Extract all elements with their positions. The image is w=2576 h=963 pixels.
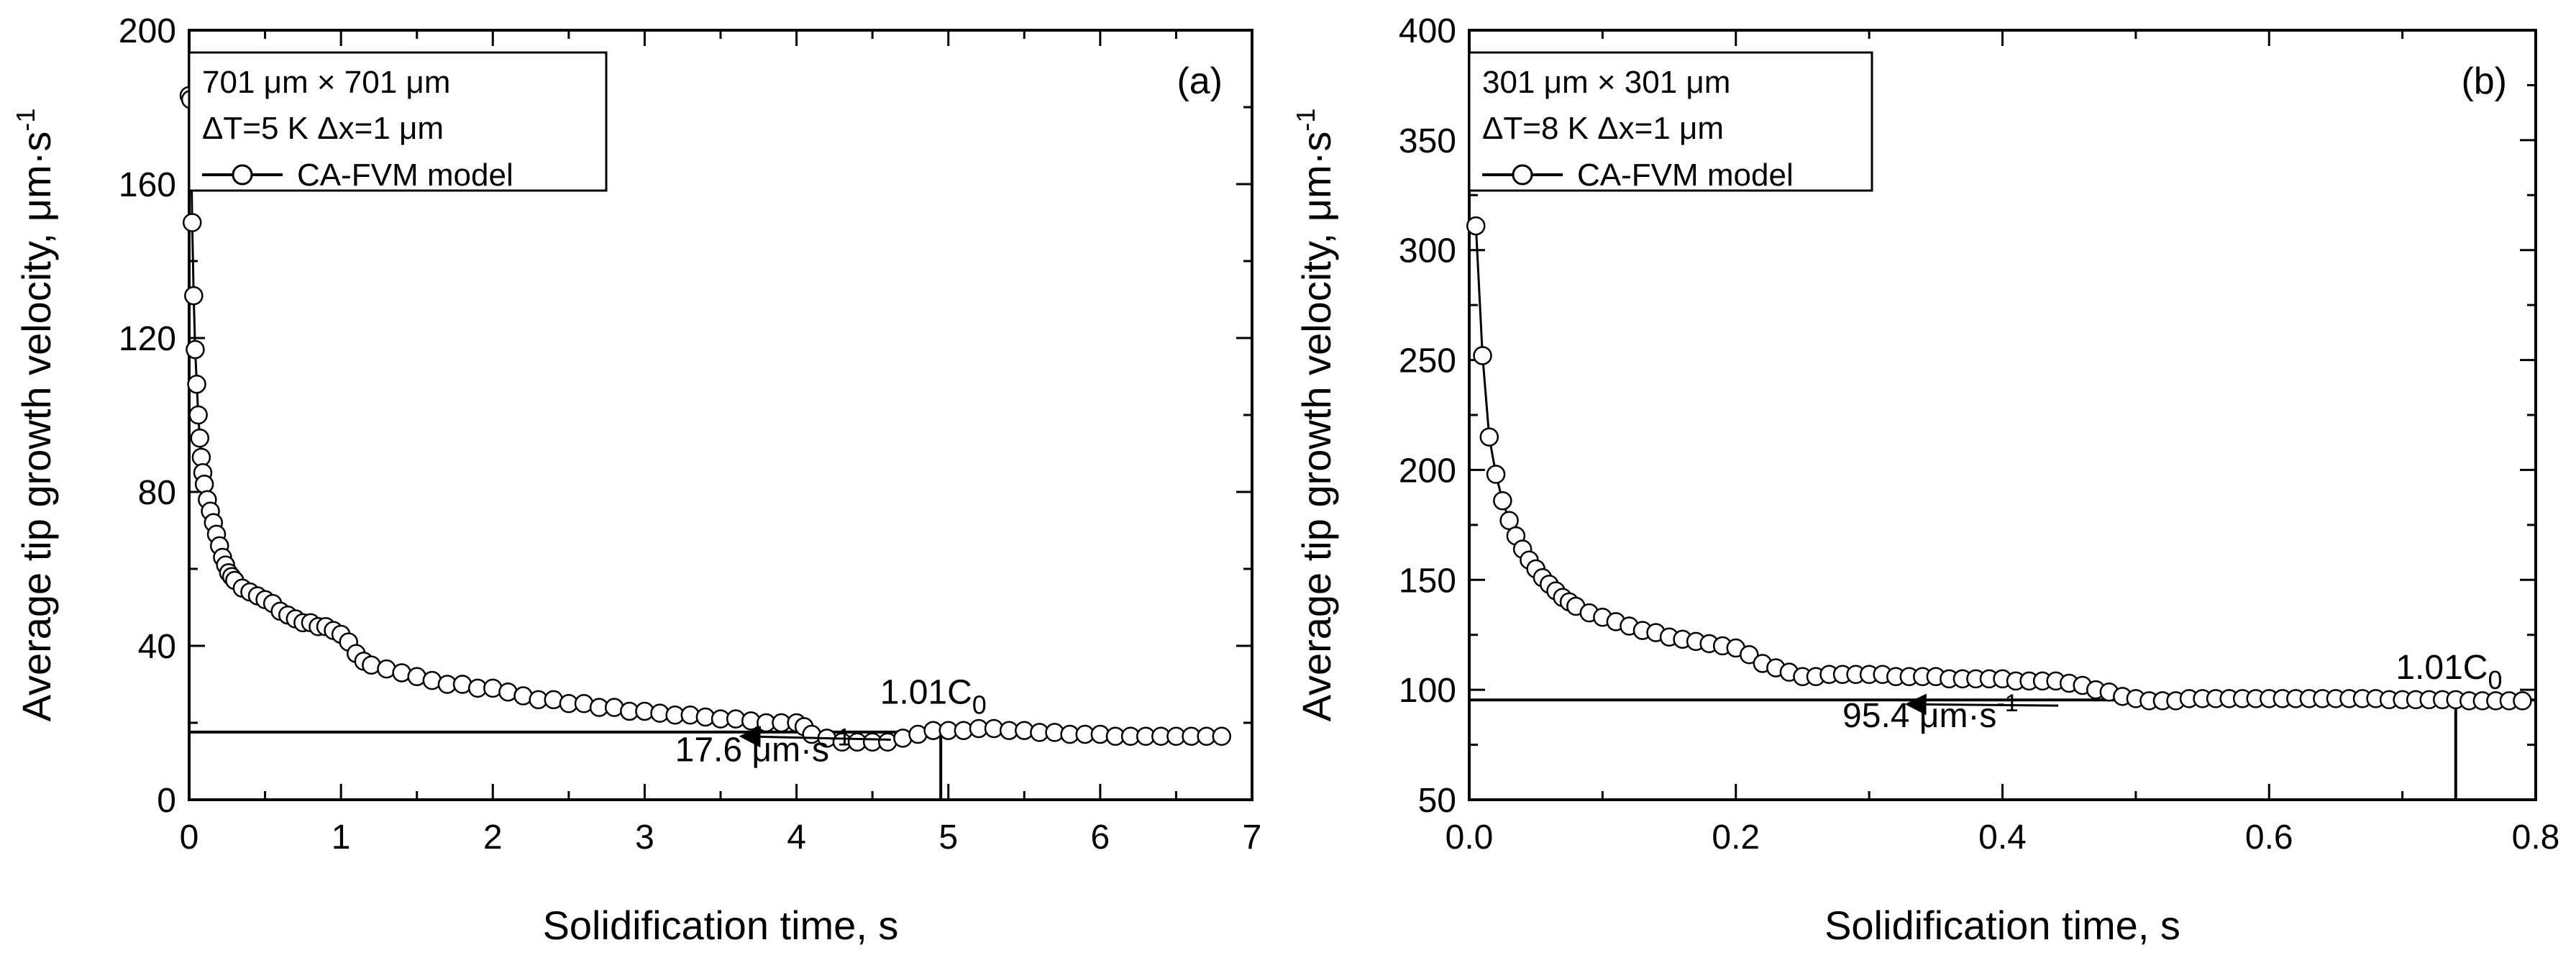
panel-b-annotation-sub: 0 [2488,665,2502,695]
panel-b-x-axis-title: Solidification time, s [1824,903,2180,948]
panel-a-y-tick-label: 80 [138,474,176,512]
panel-a-x-tick-label: 1 [332,818,351,857]
panel-a-data-point [188,405,208,425]
panel-a-legend-line: 701 μm × 701 μm [202,65,450,100]
panel-a-x-tick-label: 6 [1091,818,1110,857]
panel-b-data-point [1740,644,1759,665]
panel-a-x-tick-label: 7 [1243,818,1262,857]
panel-a-y-tick-label: 0 [157,782,176,820]
panel-b-y-tick-label: 400 [1399,12,1456,50]
panel-a-data-point [186,339,205,360]
panel-a-y-axis-title-sup: -1 [11,109,40,132]
panel-a-annotation-sub: 0 [972,690,987,719]
panel-b-y-tick-label: 200 [1399,452,1456,490]
panel-b-label: (b) [2461,60,2507,102]
panel-a-data-point [184,286,204,306]
panel-a-y-tick-label: 160 [119,166,176,204]
panel-b-legend-line: 301 μm × 301 μm [1482,65,1730,100]
panel-b-data-point [1486,465,1506,484]
panel-b-y-tick-label: 300 [1399,232,1456,270]
panel-b-legend-box [1468,51,1873,192]
panel-b-legend-series-label: CA-FVM model [1577,158,1794,193]
panel-b-x-tick-label: 0.0 [1445,818,1494,857]
panel-b-data-point [2513,691,2532,711]
panel-b-legend-line: ΔT=8 K Δx=1 μm [1482,111,1724,146]
panel-b-annotation-sup: -1 [1996,690,2018,717]
panel-a-data-point [194,475,214,494]
panel-b-y-axis-title-sup: -1 [1291,109,1320,132]
panel-a-annotation-arrow [739,726,891,748]
panel-b-x-tick-label: 0.2 [1712,818,1760,857]
panel-a-label: (a) [1177,60,1223,102]
panel-b-x-tick-label: 0.4 [1978,818,2027,857]
panel-b-y-tick-label: 250 [1399,342,1456,380]
panel-a-x-axis-title: Solidification time, s [543,903,899,948]
panel-a-y-axis-title: Average tip growth velocity, μm·s-1 [11,109,59,722]
panel-a-data-point [1212,726,1232,746]
panel-b-y-tick-label: 350 [1399,122,1456,160]
panel-b-y-tick-label: 150 [1399,562,1456,600]
panel-a-annotation: 17.6 μm·s-1 [675,724,851,770]
panel-b-chart: 0.0 0.2 0.4 0.6 0.8 50 100 150 200 250 300 350 400 So… [1291,12,2559,948]
panel-a-x-tick-label: 2 [483,818,503,857]
panel-a-legend-swatch-marker [232,164,253,186]
panel-b-y-tick-label: 100 [1399,672,1456,710]
panel-a-chart: 0 1 2 3 4 5 6 7 0 40 80 120 160 200 Solidification tim… [11,12,1261,948]
panel-a-data-point [182,213,202,232]
panel-b-x-tick-label: 0.6 [2245,818,2293,857]
panel-b-y-tick-label: 50 [1418,782,1456,820]
panel-a-data-point [187,374,206,394]
panel-a-annotation: 1.01C0 [880,673,987,719]
panel-b-annotation: 1.01C0 [2395,649,2502,695]
panel-b-legend-swatch-marker [1512,164,1533,186]
panel-a-x-tick-label: 0 [180,818,199,857]
panel-a-legend-series-label: CA-FVM model [297,158,513,193]
panel-a-y-tick-label: 40 [138,628,176,666]
panel-a-x-tick-label: 4 [787,818,806,857]
panel-b-data-point [1493,490,1512,511]
panel-a-y-tick-label: 200 [119,12,176,50]
panel-b-annotation: 95.4 μm·s-1 [1842,690,2019,735]
panel-a-legend-box [188,51,608,192]
panel-b-data-point [1466,216,1486,236]
panel-a-data-point [190,428,210,448]
panel-a-y-tick-label: 120 [119,320,176,358]
panel-b-y-axis-title: Average tip growth velocity, μm·s-1 [1291,109,1339,722]
panel-a-x-tick-label: 3 [635,818,654,857]
panel-a-x-tick-label: 5 [938,818,958,857]
panel-a-legend-line: ΔT=5 K Δx=1 μm [202,111,444,146]
panel-b-data-point [1473,346,1492,365]
panel-b-annotation-arrow [1904,693,2059,716]
panel-b-x-tick-label: 0.8 [2512,818,2560,857]
panel-b-data-point [1479,427,1499,447]
